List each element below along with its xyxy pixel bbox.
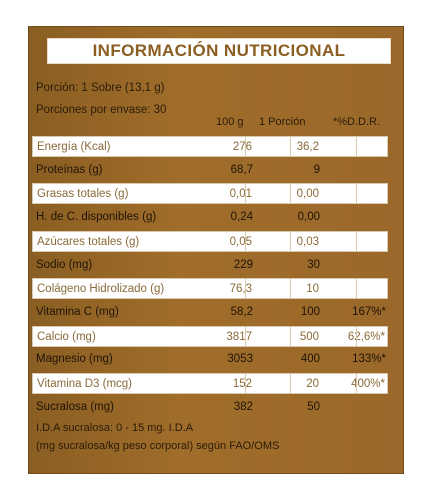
- value-per-portion: 500: [299, 330, 319, 343]
- column-divider: [356, 231, 357, 251]
- nutrient-name: Sucralosa (mg): [36, 400, 114, 413]
- value-ddr: 400%*: [351, 378, 385, 390]
- value-per-portion: 100: [300, 305, 320, 318]
- nutrient-name: Energía (Kcal): [37, 141, 111, 153]
- value-per-portion: 50: [307, 400, 320, 413]
- value-per-100g: 276: [232, 141, 252, 153]
- table-row: Sodio (mg) 229 30: [32, 255, 388, 276]
- value-ddr: 167%*: [352, 305, 386, 318]
- footnote-ida: I.D.A sucralosa: 0 - 15 mg. I.D.A: [36, 422, 194, 434]
- value-per-portion: 20: [306, 378, 319, 390]
- table-row: Colágeno Hidrolizado (g) 76,3 10: [32, 278, 388, 300]
- value-per-100g: 3053: [227, 353, 253, 366]
- column-divider: [356, 374, 357, 393]
- value-per-100g: 76,3: [229, 283, 252, 296]
- column-divider: [245, 184, 246, 204]
- value-per-portion: 36,2: [296, 141, 319, 153]
- column-divider: [356, 184, 357, 204]
- table-row: H. de C. disponibles (g) 0,24 0,00: [32, 207, 388, 228]
- value-ddr: 133%*: [352, 353, 386, 366]
- column-divider: [356, 279, 357, 299]
- nutrient-name: Proteínas (g): [36, 163, 103, 176]
- value-per-portion: 0,03: [296, 235, 319, 248]
- column-divider: [290, 137, 291, 156]
- nutrient-name: Vitamina D3 (mcg): [37, 378, 133, 390]
- value-per-portion: 30: [307, 258, 320, 271]
- value-per-100g: 0,05: [229, 235, 252, 248]
- column-divider: [245, 374, 246, 393]
- table-row: Azúcares totales (g) 0,05 0,03: [32, 230, 388, 252]
- column-divider: [245, 279, 246, 299]
- portion-size: Porción: 1 Sobre (13,1 g): [36, 82, 165, 94]
- column-divider: [290, 374, 291, 393]
- column-divider: [245, 326, 246, 346]
- value-per-portion: 10: [306, 283, 319, 296]
- table-row: Vitamina C (mg) 58,2 100 167%*: [32, 302, 388, 323]
- column-divider: [290, 279, 291, 299]
- value-per-100g: 382: [233, 400, 253, 413]
- table-row: Energía (Kcal) 276 36,2: [32, 136, 388, 157]
- table-row: Grasas totales (g) 0,01 0,00: [32, 183, 388, 205]
- nutrient-name: Vitamina C (mg): [36, 305, 119, 318]
- column-divider: [245, 231, 246, 251]
- value-per-100g: 58,2: [230, 305, 253, 318]
- column-divider: [290, 326, 291, 346]
- nutrition-title: INFORMACIÓN NUTRICIONAL: [47, 38, 391, 64]
- value-per-100g: 68,7: [230, 163, 253, 176]
- column-divider: [356, 137, 357, 156]
- value-per-100g: 0,01: [229, 188, 252, 201]
- table-row: Sucralosa (mg) 382 50: [32, 397, 388, 418]
- nutrient-name: Calcio (mg): [37, 330, 96, 343]
- value-per-portion: 0,00: [297, 211, 320, 224]
- table-row: Calcio (mg) 3817 500 62,6%*: [32, 325, 388, 347]
- footnote-fao: (mg sucralosa/kg peso corporal) según FA…: [36, 440, 280, 452]
- value-per-100g: 152: [232, 378, 252, 390]
- nutrient-name: Sodio (mg): [36, 258, 93, 271]
- value-per-100g: 0,24: [230, 211, 253, 224]
- nutrient-name: Colágeno Hidrolizado (g): [37, 283, 165, 296]
- value-per-portion: 400: [300, 353, 320, 366]
- column-divider: [356, 326, 357, 346]
- table-row: Proteínas (g) 68,7 9: [32, 160, 388, 181]
- table-row: Magnesio (mg) 3053 400 133%*: [32, 349, 388, 370]
- value-per-100g: 3817: [226, 330, 252, 343]
- value-per-portion: 0,00: [296, 188, 319, 201]
- column-divider: [290, 184, 291, 204]
- header-ddr: *%D.D.R.: [333, 116, 381, 128]
- column-divider: [245, 137, 246, 156]
- nutrient-name: Magnesio (mg): [36, 353, 113, 366]
- column-divider: [290, 231, 291, 251]
- value-per-100g: 229: [233, 258, 253, 271]
- nutrient-name: Azúcares totales (g): [37, 235, 140, 248]
- nutrient-name: H. de C. disponibles (g): [36, 211, 157, 224]
- value-ddr: 62,6%*: [347, 330, 385, 343]
- portions-per-pack: Porciones por envase: 30: [36, 104, 167, 116]
- header-per-portion: 1 Porción: [259, 116, 306, 128]
- header-per-100g: 100 g: [216, 116, 244, 128]
- table-row: Vitamina D3 (mcg) 152 20 400%*: [32, 373, 388, 394]
- nutrient-name: Grasas totales (g): [37, 188, 129, 201]
- value-per-portion: 9: [313, 163, 320, 176]
